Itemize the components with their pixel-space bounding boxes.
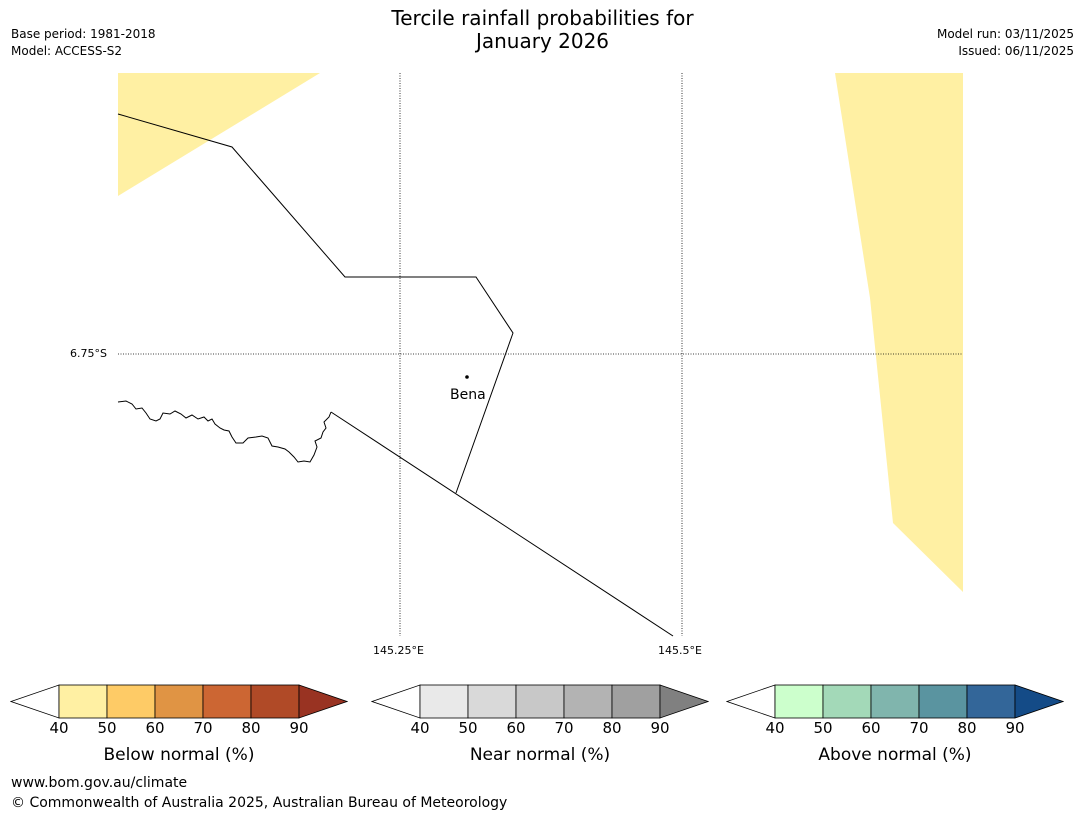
colorbar-below-normal-tick: 60 bbox=[145, 719, 165, 737]
colorbar-near-normal-tick: 70 bbox=[554, 719, 574, 737]
colorbar-near-normal-under-triangle bbox=[371, 684, 421, 719]
colorbar-near-normal-tick: 60 bbox=[506, 719, 526, 737]
colorbar-above-normal-over-triangle bbox=[1014, 684, 1064, 719]
colorbar-above-normal-segment bbox=[966, 684, 1016, 719]
colorbar-above-normal-tick: 90 bbox=[1005, 719, 1025, 737]
colorbar-above-normal-tick: 40 bbox=[765, 719, 785, 737]
colorbar-near-normal-segment bbox=[611, 684, 661, 719]
colorbar-below-normal-segment bbox=[106, 684, 156, 719]
colorbar-near-normal-tick: 40 bbox=[410, 719, 430, 737]
colorbar-above-normal-tick: 80 bbox=[957, 719, 977, 737]
province-boundary-north bbox=[117, 113, 514, 494]
colorbar-below-normal-over-triangle bbox=[298, 684, 348, 719]
colorbar-below-normal-under-triangle bbox=[10, 684, 60, 719]
colorbar-near-normal-segment bbox=[467, 684, 517, 719]
colorbar-below-normal bbox=[10, 684, 348, 719]
colorbar-below-normal-segment bbox=[250, 684, 300, 719]
colorbar-above-normal-segment bbox=[870, 684, 920, 719]
colorbar-below-normal-segment bbox=[154, 684, 204, 719]
model-text: Model: ACCESS-S2 bbox=[11, 44, 123, 58]
base-period-text: Base period: 1981-2018 bbox=[11, 27, 156, 41]
bena-location-marker bbox=[465, 375, 469, 379]
colorbar-below-normal-segment bbox=[58, 684, 108, 719]
colorbar-below-normal-tick: 40 bbox=[49, 719, 69, 737]
map-title-line2: January 2026 bbox=[475, 29, 610, 53]
colorbar-near-normal-tick: 80 bbox=[602, 719, 622, 737]
map-title-line1: Tercile rainfall probabilities for bbox=[391, 6, 694, 30]
colorbar-near-normal bbox=[371, 684, 709, 719]
colorbar-near-normal-tick: 90 bbox=[650, 719, 670, 737]
colorbar-above-normal-label: Above normal (%) bbox=[818, 745, 972, 765]
model-run-text: Model run: 03/11/2025 bbox=[936, 27, 1074, 41]
colorbar-near-normal-label: Near normal (%) bbox=[469, 745, 611, 765]
colorbar-below-normal-tick: 70 bbox=[193, 719, 213, 737]
map-title: Tercile rainfall probabilities for Janua… bbox=[0, 7, 1085, 53]
colorbar-below-normal-segment bbox=[202, 684, 252, 719]
colorbar-above-normal-tick: 60 bbox=[861, 719, 881, 737]
issued-text: Issued: 06/11/2025 bbox=[958, 44, 1074, 58]
colorbar-above-normal-segment bbox=[822, 684, 872, 719]
colorbar-below-normal-label: Below normal (%) bbox=[103, 745, 255, 765]
footer-copyright: © Commonwealth of Australia 2025, Austra… bbox=[11, 795, 508, 811]
colorbar-near-normal-tick: 50 bbox=[458, 719, 478, 737]
colorbar-above-normal-segment bbox=[918, 684, 968, 719]
lon-label-145-25: 145.25°E bbox=[373, 644, 424, 657]
footer-url: www.bom.gov.au/climate bbox=[11, 775, 188, 791]
colorbar-below-normal-tick: 90 bbox=[289, 719, 309, 737]
colorbar-near-normal-segment bbox=[563, 684, 613, 719]
colorbar-near-normal-segment bbox=[419, 684, 469, 719]
lat-label: 6.75°S bbox=[70, 347, 107, 360]
below-normal-region-northwest bbox=[118, 73, 320, 196]
colorbar-above-normal bbox=[726, 684, 1064, 719]
below-normal-region-east bbox=[835, 73, 963, 592]
river-boundary bbox=[117, 400, 332, 463]
province-boundary-south bbox=[330, 411, 674, 637]
place-label-bena: Bena bbox=[450, 387, 486, 403]
lon-label-145-5: 145.5°E bbox=[658, 644, 702, 657]
colorbar-above-normal-tick: 70 bbox=[909, 719, 929, 737]
colorbar-below-normal-tick: 50 bbox=[97, 719, 117, 737]
colorbar-near-normal-segment bbox=[515, 684, 565, 719]
colorbar-above-normal-under-triangle bbox=[726, 684, 776, 719]
colorbar-above-normal-segment bbox=[774, 684, 824, 719]
colorbar-below-normal-tick: 80 bbox=[241, 719, 261, 737]
colorbar-near-normal-over-triangle bbox=[659, 684, 709, 719]
colorbar-above-normal-tick: 50 bbox=[813, 719, 833, 737]
